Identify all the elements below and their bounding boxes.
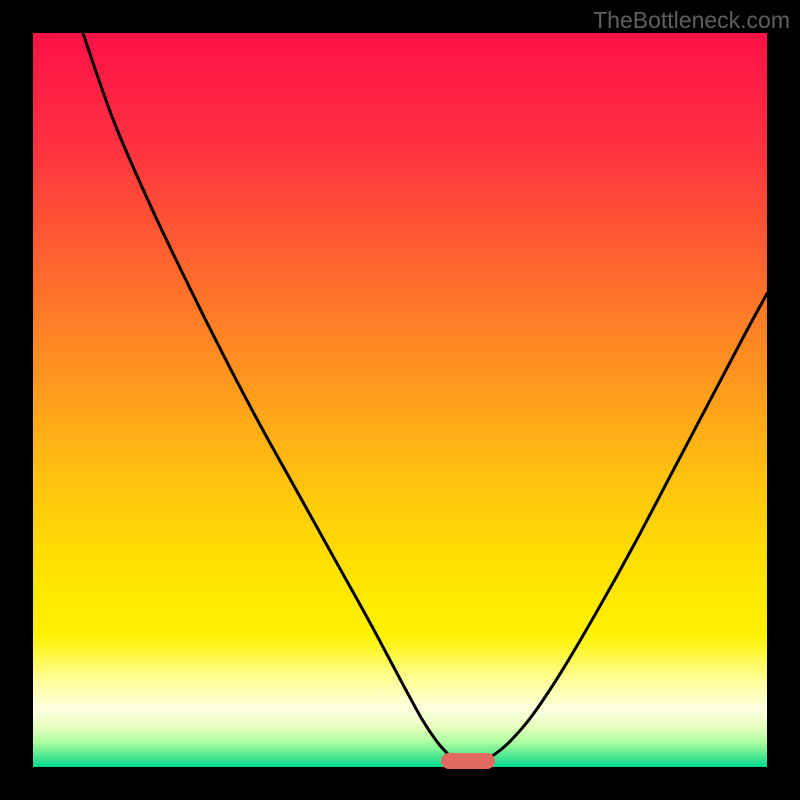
bottom-marker	[441, 753, 495, 769]
curve-svg	[33, 33, 767, 767]
chart-container: TheBottleneck.com	[0, 0, 800, 800]
bottleneck-curve	[83, 33, 767, 761]
plot-area	[33, 33, 767, 767]
watermark-text: TheBottleneck.com	[593, 7, 790, 34]
